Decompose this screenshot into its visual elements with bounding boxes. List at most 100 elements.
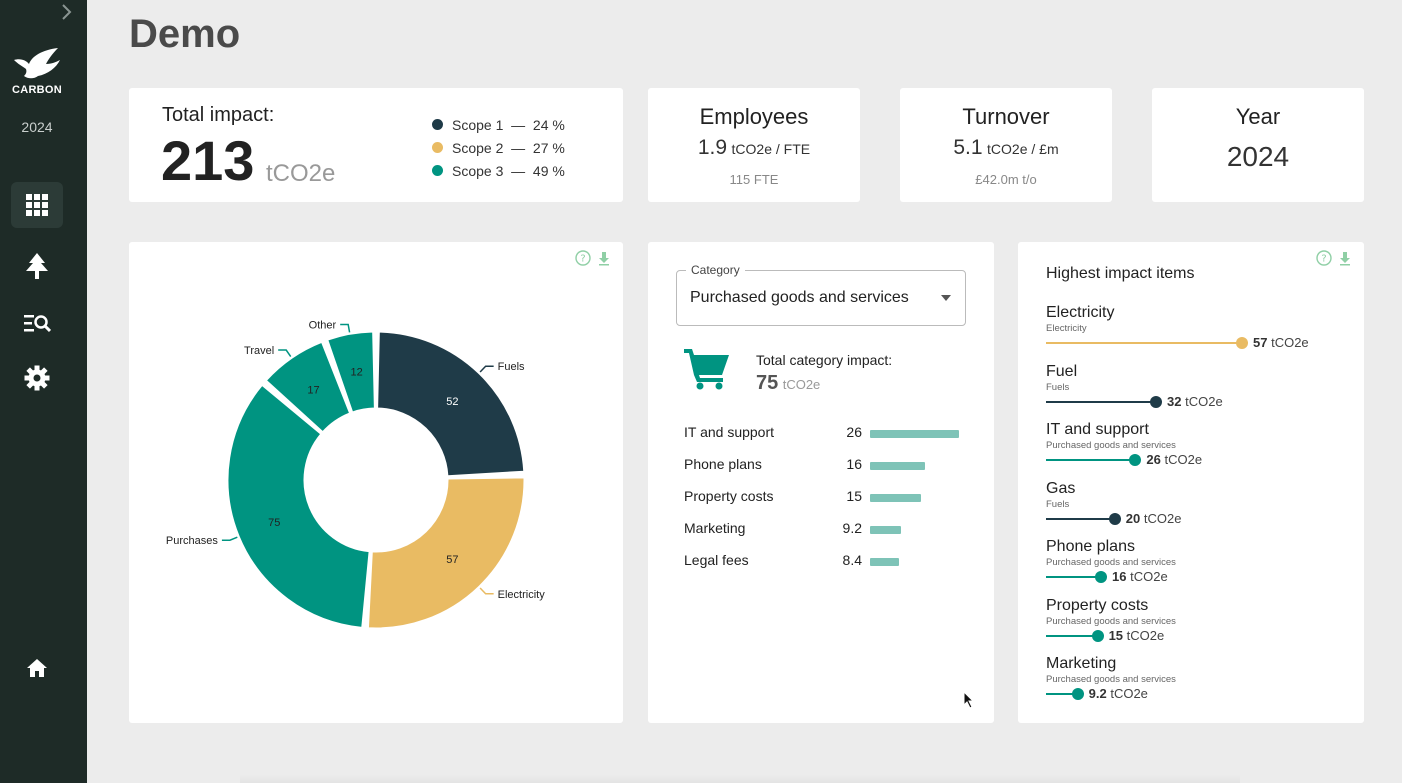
- year-title: Year: [1235, 104, 1281, 129]
- item-value: 16: [1112, 569, 1127, 584]
- category-item-row: Marketing 9.2: [684, 514, 974, 546]
- item-unit: tCO2e: [1143, 510, 1182, 526]
- item-value: 57: [1253, 335, 1268, 350]
- item-bar-line: [1046, 459, 1136, 461]
- item-bar-line: [1046, 342, 1242, 344]
- category-item-value: 16: [846, 456, 862, 472]
- donut-value-label: 57: [446, 554, 458, 566]
- item-name: IT and support: [1046, 421, 1149, 438]
- highest-card-actions: ?: [1316, 250, 1352, 266]
- turnover-card: Turnover 5.1 tCO2e / £m £42.0m t/o: [900, 88, 1112, 202]
- download-icon[interactable]: [1338, 250, 1352, 266]
- item-name: Property costs: [1046, 596, 1149, 614]
- item-value-label: 32 tCO2e: [1167, 394, 1223, 409]
- item-value: 15: [1108, 627, 1124, 643]
- item-category: Fuels: [1046, 381, 1070, 393]
- category-item-value: 15: [846, 488, 862, 504]
- nav-offset[interactable]: [11, 243, 63, 289]
- scope-3-label: Scope 3 — 49 %: [452, 162, 565, 179]
- chevron-right-icon[interactable]: [58, 2, 76, 22]
- item-category: Purchased goods and services: [1046, 557, 1176, 568]
- highest-impact-item: Electricity Electricity 57 tCO2e: [1046, 304, 1346, 363]
- category-item-bar: [870, 494, 922, 502]
- item-bar-dot: [1236, 337, 1248, 349]
- item-category: Purchased goods and services: [1046, 615, 1176, 627]
- scope-1-item: Scope 1 — 24 %: [432, 113, 565, 136]
- category-select-label: Category: [686, 263, 745, 277]
- employees-card: Employees 1.9 tCO2e / FTE 115 FTE: [648, 88, 860, 202]
- item-name: Electricity: [1046, 304, 1115, 321]
- item-unit: tCO2e: [1130, 569, 1168, 584]
- item-category: Fuels: [1046, 498, 1070, 510]
- donut-value-label: 17: [307, 385, 319, 397]
- donut-slice-electricity[interactable]: [367, 477, 525, 629]
- donut-slice-travel[interactable]: [265, 341, 351, 433]
- sidebar-year[interactable]: 2024: [21, 119, 53, 135]
- category-impact-label: Total category impact:: [756, 352, 893, 368]
- category-card: Category Purchased goods and services To…: [648, 242, 994, 723]
- item-bar-line: [1046, 576, 1102, 578]
- mouse-cursor-icon: [963, 691, 975, 709]
- item-value-label: 15 tCO2e: [1109, 628, 1165, 643]
- scope-3-dot: [432, 165, 443, 176]
- item-value: 20: [1125, 510, 1141, 526]
- category-item-name: Marketing: [684, 520, 746, 536]
- item-unit: tCO2e: [1164, 452, 1203, 467]
- item-category: Electricity: [1046, 323, 1087, 334]
- highest-impact-item: Gas Fuels 20 tCO2e: [1046, 480, 1346, 539]
- donut-slice-other[interactable]: [327, 331, 375, 413]
- category-item-name: Property costs: [684, 488, 774, 504]
- donut-slice-purchases[interactable]: [227, 384, 370, 628]
- item-value-label: 20 tCO2e: [1126, 511, 1182, 526]
- scope-2-dot: [432, 142, 443, 153]
- search-list-icon: [24, 315, 51, 333]
- nav-analysis[interactable]: [11, 300, 63, 346]
- category-select[interactable]: Category Purchased goods and services: [676, 263, 966, 326]
- gear-icon: [24, 365, 50, 391]
- item-bar-dot: [1071, 688, 1084, 700]
- highest-impact-card: ? Highest impact items Electricity Elect…: [1018, 242, 1364, 723]
- item-value-label: 16 tCO2e: [1112, 569, 1168, 584]
- nav-settings[interactable]: [11, 355, 63, 401]
- download-icon[interactable]: [597, 250, 611, 266]
- tree-icon: [26, 253, 48, 279]
- category-item-row: Property costs 15: [684, 482, 974, 514]
- donut-leader-line: [278, 349, 292, 358]
- employees-title: Employees: [699, 104, 809, 129]
- turnover-title: Turnover: [962, 104, 1050, 129]
- svg-text:?: ?: [580, 254, 585, 265]
- total-impact-unit: tCO2e: [266, 160, 336, 187]
- total-impact-value: 213: [161, 129, 255, 192]
- breakdown-chart-card: ? 52 Fuels 57 Electricity 75 Purchases 17 Trave…: [129, 242, 623, 723]
- donut-slice-fuels[interactable]: [377, 331, 525, 477]
- turnover-sub: £42.0m t/o: [975, 172, 1037, 187]
- item-unit: tCO2e: [1271, 335, 1309, 350]
- item-bar-dot: [1108, 512, 1121, 525]
- highest-impact-item: Phone plans Purchased goods and services…: [1046, 538, 1346, 597]
- item-bar-dot: [1150, 395, 1163, 408]
- shopping-cart-icon: [684, 349, 729, 390]
- total-impact-card: Total impact: 213 tCO2e Scope 1 — 24 % S…: [129, 88, 623, 202]
- item-bar-dot: [1095, 571, 1108, 583]
- turnover-value: 5.1: [953, 136, 983, 159]
- help-icon[interactable]: ?: [575, 250, 591, 266]
- highest-impact-item: Property costs Purchased goods and servi…: [1046, 597, 1346, 656]
- donut-leader-line: [340, 323, 351, 333]
- scope-3-item: Scope 3 — 49 %: [432, 159, 565, 182]
- bottom-shadow: [240, 775, 1240, 783]
- item-value-label: 9.2 tCO2e: [1089, 686, 1148, 701]
- donut-value-label: 75: [268, 517, 280, 529]
- item-bar-dot: [1091, 629, 1104, 642]
- highest-impact-item: Marketing Purchased goods and services 9…: [1046, 655, 1346, 714]
- year-card: Year 2024: [1152, 88, 1364, 202]
- item-category: Purchased goods and services: [1046, 674, 1176, 685]
- scope-1-label: Scope 1 — 24 %: [452, 116, 565, 133]
- nav-home[interactable]: [11, 645, 63, 691]
- category-item-bar: [870, 462, 925, 470]
- item-bar-line: [1046, 400, 1157, 403]
- item-unit: tCO2e: [1110, 686, 1148, 701]
- nav-dashboard[interactable]: [11, 182, 63, 228]
- item-name: Phone plans: [1046, 538, 1135, 555]
- help-icon[interactable]: ?: [1316, 250, 1332, 266]
- donut-category-label: Travel: [244, 345, 274, 357]
